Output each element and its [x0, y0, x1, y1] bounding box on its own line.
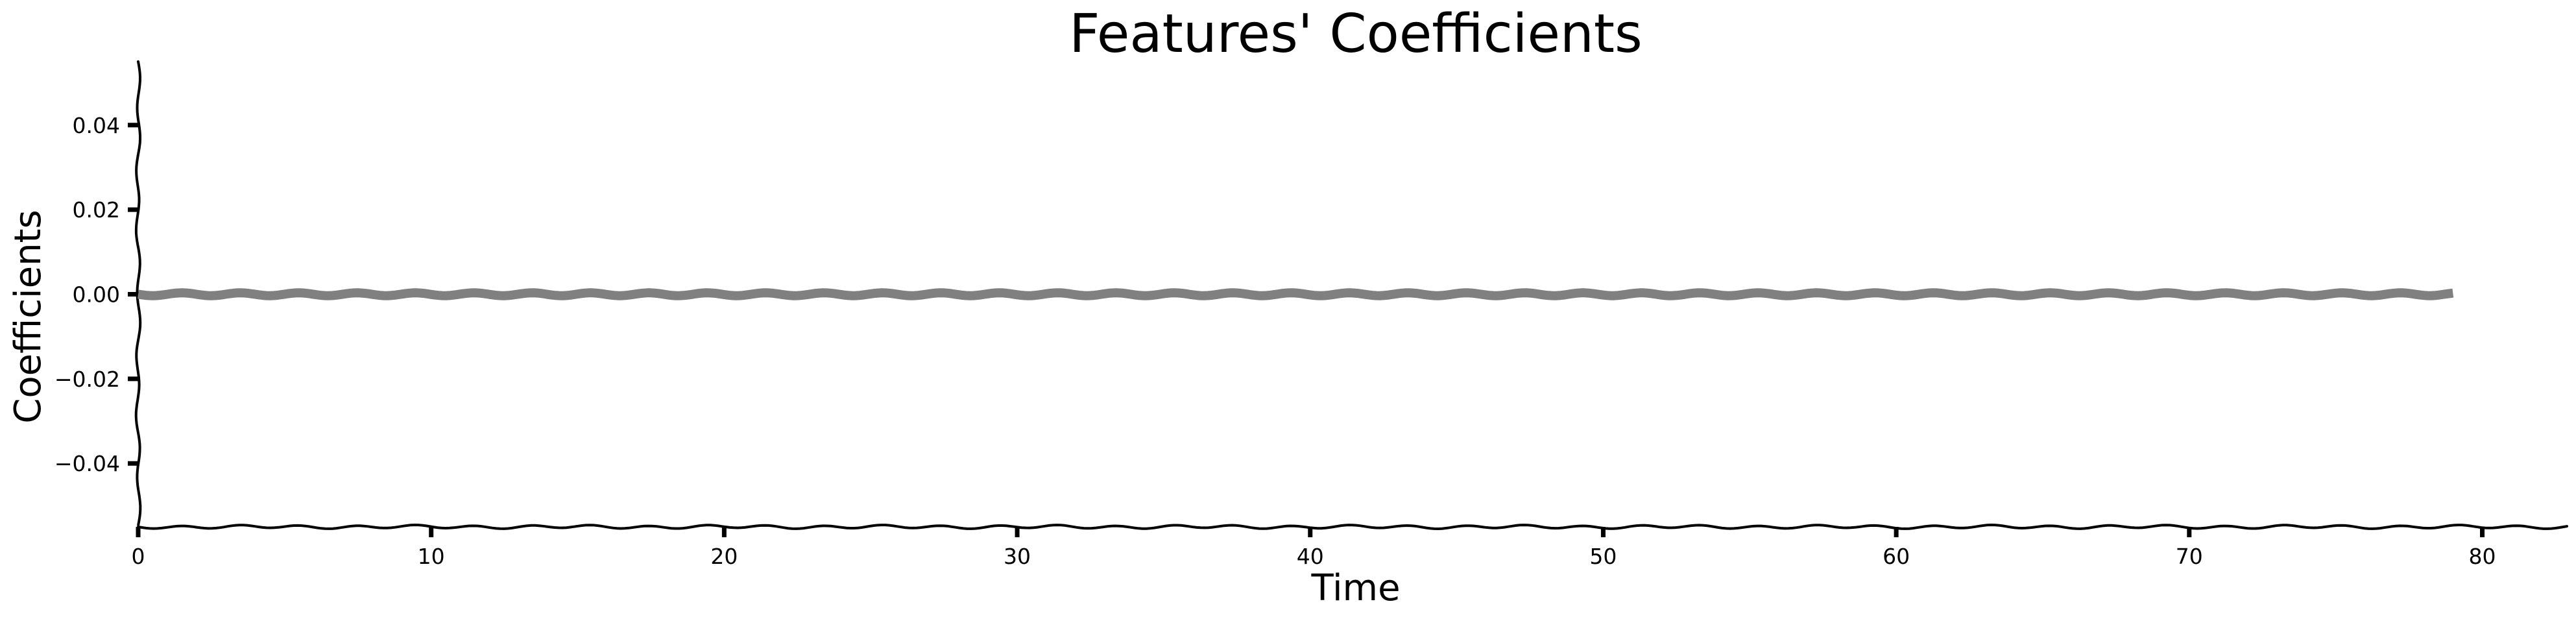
- x-axis-line: [137, 523, 2568, 531]
- x-tick-label: 40: [1297, 544, 1324, 569]
- series-line: [137, 288, 2454, 300]
- chart-title: Features' Coefficients: [1069, 3, 1643, 65]
- x-tick-label: 80: [2468, 544, 2496, 569]
- y-tick-label: 0.02: [73, 197, 120, 223]
- x-tick-label: 20: [710, 544, 738, 569]
- y-tick-label: 0.04: [73, 113, 120, 138]
- y-tick-label: 0.00: [73, 282, 120, 308]
- y-axis-label: Coefficients: [7, 210, 49, 423]
- x-tick-label: 50: [1589, 544, 1617, 569]
- x-axis-label: Time: [1310, 567, 1400, 609]
- y-tick-label: −0.04: [54, 451, 120, 476]
- x-tick-label: 60: [1883, 544, 1910, 569]
- plot-area: 0 10 20 30 40 50 60 70 80 −0.04 −0.02 0.00 0.02 0.04: [54, 60, 2568, 569]
- x-tick-label: 30: [1004, 544, 1031, 569]
- x-tick-label: 0: [132, 544, 145, 569]
- x-tick-label: 70: [2176, 544, 2203, 569]
- x-tick-label: 10: [418, 544, 445, 569]
- y-tick-label: −0.02: [54, 367, 120, 392]
